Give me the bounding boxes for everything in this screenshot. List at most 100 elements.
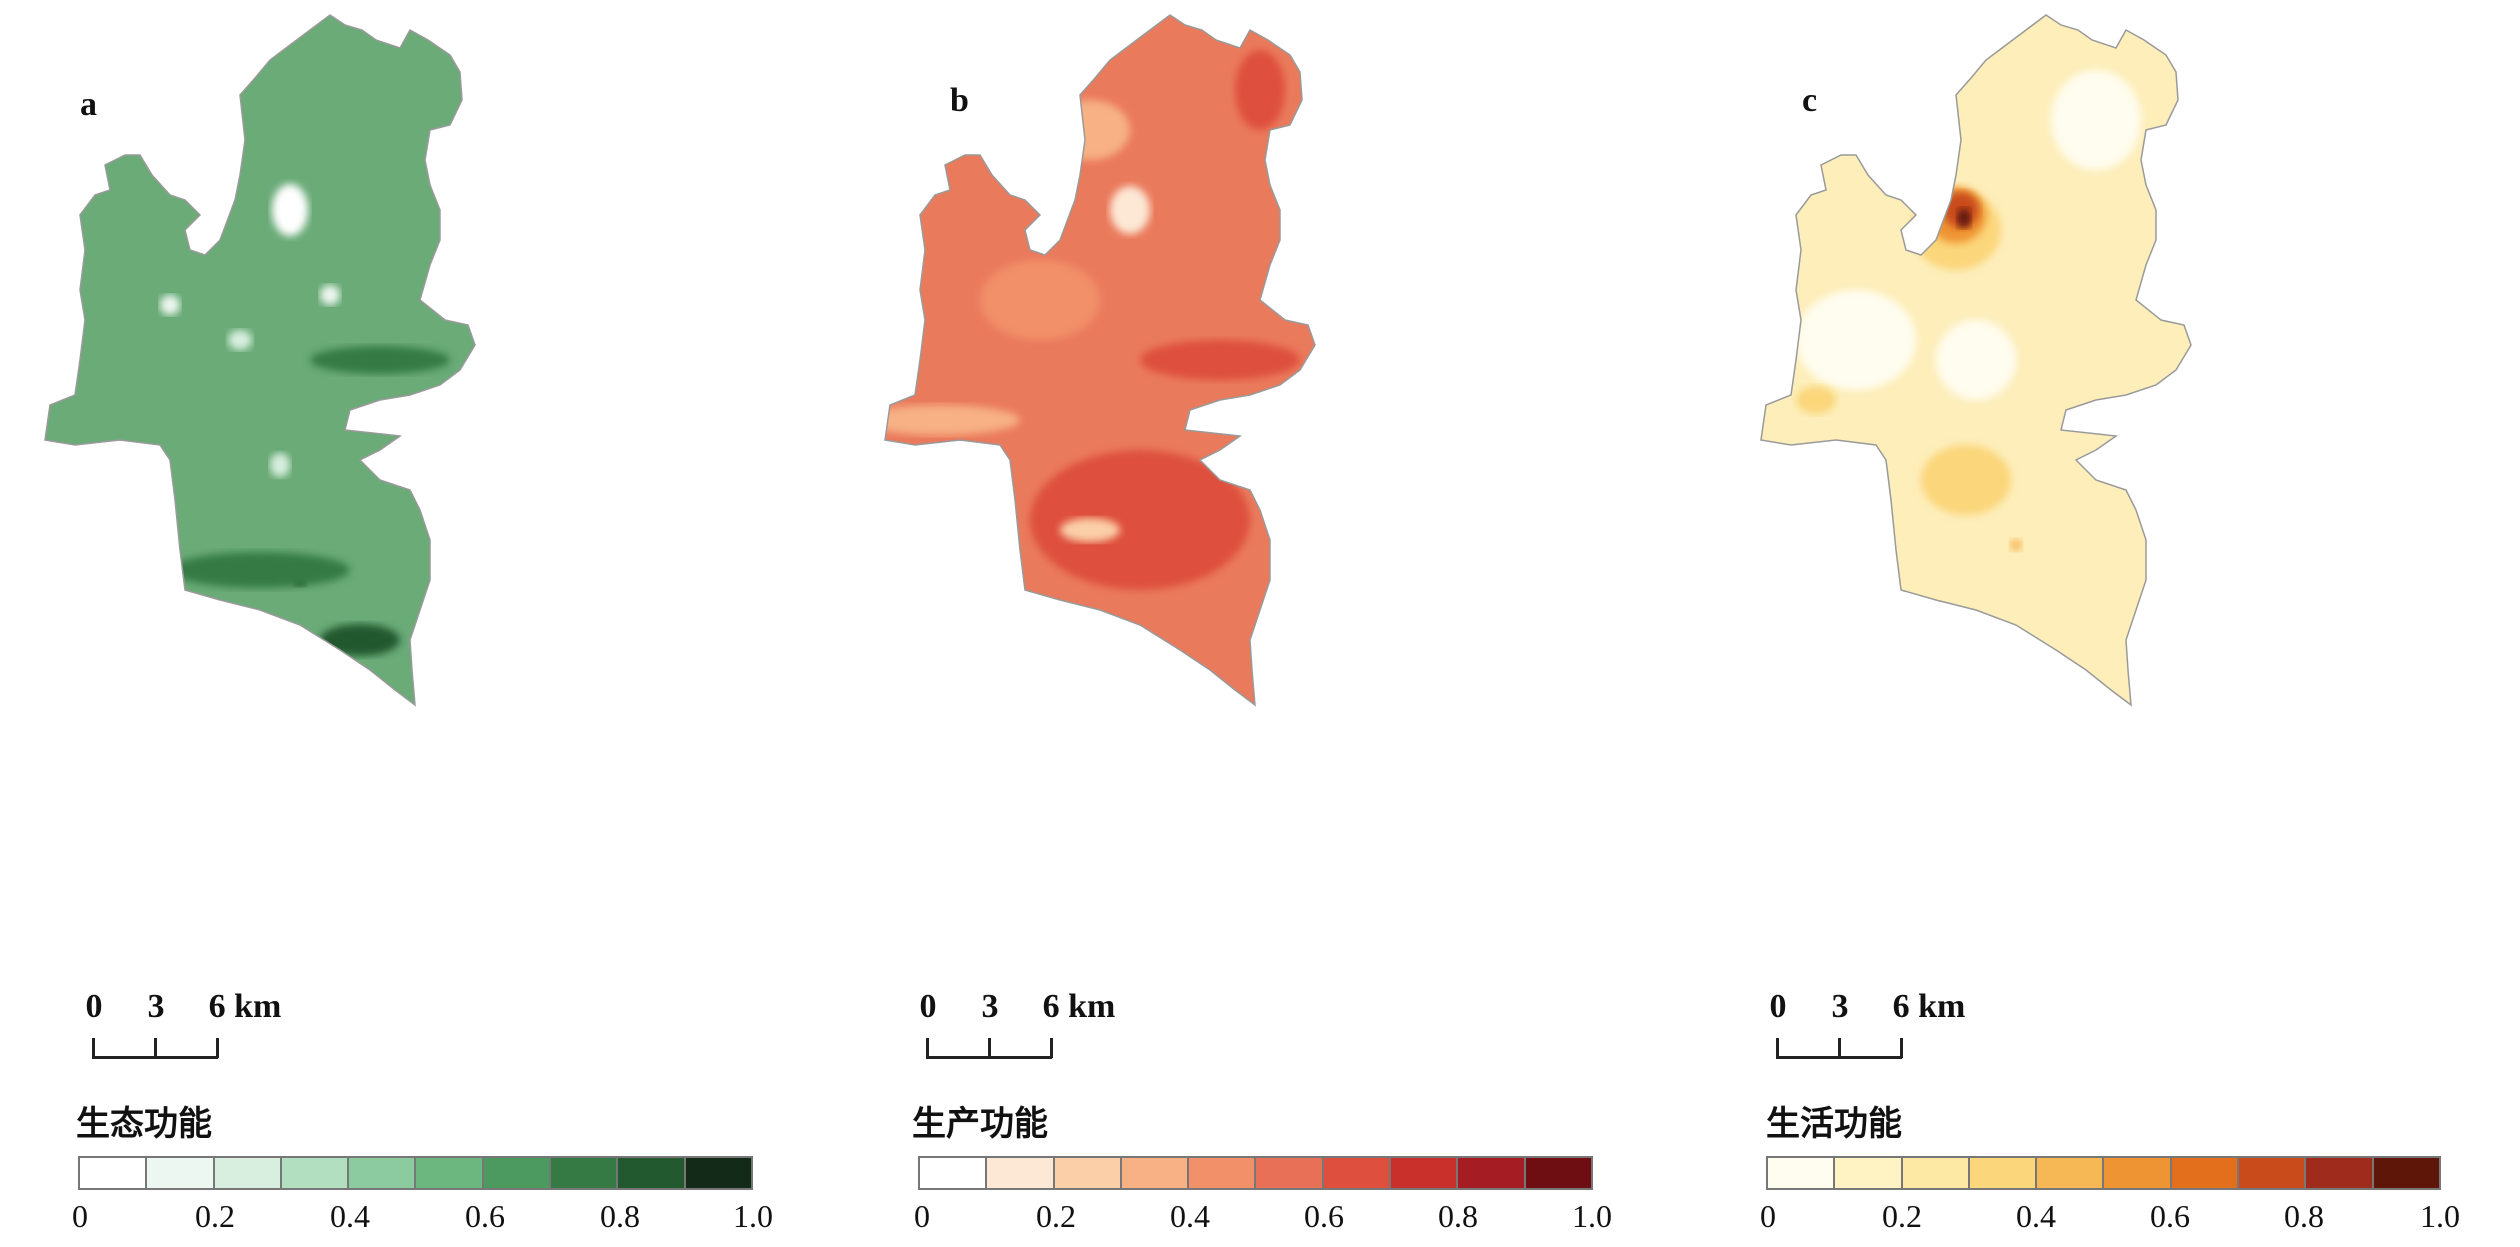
value-patch [1936, 320, 2016, 400]
map-production [884, 14, 1316, 707]
value-patch [885, 405, 1020, 435]
legend-swatch-8 [618, 1158, 686, 1188]
legend-tick: 0.6 [465, 1198, 505, 1234]
scale-line [154, 1038, 157, 1058]
legend-tick: 1.0 [733, 1198, 773, 1234]
value-patch [1796, 386, 1836, 414]
legend-tick: 0.4 [330, 1198, 370, 1234]
scale-line [92, 1038, 95, 1058]
panel-living: c 0 3 6 km 生活功能 0 0.2 0.4 0.6 0.8 1.0 [1680, 0, 2520, 1247]
legend-swatch-9 [685, 1158, 751, 1188]
scale-line [1776, 1038, 1779, 1058]
legend-tick: 0.4 [2016, 1198, 2056, 1234]
value-patch [2051, 70, 2141, 170]
scale-line [1900, 1038, 1903, 1058]
scale-tick-3: 3 [981, 988, 999, 1025]
legend-swatch-6 [1323, 1158, 1392, 1188]
value-patch [1030, 450, 1250, 590]
scale-line [1050, 1038, 1053, 1058]
value-patch [320, 624, 400, 656]
scale-tick-0: 0 [85, 988, 103, 1025]
region-fill [45, 15, 475, 705]
legend-swatch-9 [2373, 1158, 2439, 1188]
value-patch [2010, 539, 2022, 551]
legend-swatch-7 [551, 1158, 619, 1188]
legend-swatch-5 [2104, 1158, 2172, 1188]
legend-title: 生态功能 [76, 1104, 212, 1144]
panel-label: c [1802, 82, 1818, 119]
scale-tick-6: 6 km [208, 988, 282, 1025]
legend-tick: 0.4 [1170, 1198, 1210, 1234]
legend-swatch-3 [1121, 1158, 1190, 1188]
legend-tick: 1.0 [2420, 1198, 2460, 1234]
value-patch [1140, 340, 1300, 380]
legend-swatch-7 [2239, 1158, 2307, 1188]
scale-tick-0: 0 [1769, 988, 1787, 1025]
scale-line [988, 1038, 991, 1058]
scale-tick-3: 3 [147, 988, 165, 1025]
legend-title: 生产功能 [912, 1104, 1048, 1144]
legend-color-bar [1766, 1156, 2441, 1190]
value-patch [1921, 445, 2011, 515]
region-boundary [44, 14, 476, 707]
value-patch [228, 330, 252, 350]
map-ecological [44, 14, 476, 707]
legend-color-bar [918, 1156, 1593, 1190]
scale-bar: 0 3 6 km [1770, 988, 2004, 1068]
legend-title: 生活功能 [1766, 1104, 1902, 1144]
value-patch [320, 285, 340, 305]
legend-swatch-5 [1256, 1158, 1324, 1188]
legend-swatch-8 [1458, 1158, 1526, 1188]
value-patch [1235, 50, 1285, 130]
legend-swatch-3 [1969, 1158, 2038, 1188]
value-patch [270, 453, 290, 477]
legend-swatch-0 [80, 1158, 148, 1188]
map-living [1760, 14, 2192, 707]
panel-label: a [80, 86, 97, 123]
scale-tick-3: 3 [1831, 988, 1849, 1025]
legend-swatch-5 [416, 1158, 484, 1188]
value-patch [1050, 100, 1130, 160]
value-patch [310, 346, 450, 374]
panel-label: b [950, 82, 969, 119]
scale-line [1838, 1038, 1841, 1058]
value-patch [980, 260, 1100, 340]
legend-tick: 0 [72, 1198, 88, 1234]
legend-tick: 0.2 [195, 1198, 235, 1234]
value-patch [1957, 208, 1971, 228]
legend-swatch-6 [483, 1158, 552, 1188]
legend-tick: 0.6 [2150, 1198, 2190, 1234]
value-patch [170, 552, 350, 588]
legend-swatch-3 [281, 1158, 350, 1188]
value-patch [1796, 290, 1916, 390]
legend-swatch-8 [2306, 1158, 2374, 1188]
legend-swatch-7 [1391, 1158, 1459, 1188]
legend-tick: 0.2 [1882, 1198, 1922, 1234]
legend-swatch-4 [2037, 1158, 2105, 1188]
scale-tick-6: 6 km [1892, 988, 1966, 1025]
legend-swatch-1 [987, 1158, 1055, 1188]
region-boundary [1760, 14, 2192, 707]
legend-tick: 0 [914, 1198, 930, 1234]
legend-tick: 0.8 [1438, 1198, 1478, 1234]
legend-swatch-6 [2171, 1158, 2240, 1188]
scale-line [216, 1038, 219, 1058]
scale-tick-6: 6 km [1042, 988, 1116, 1025]
legend-tick: 0.2 [1036, 1198, 1076, 1234]
legend-swatch-2 [1902, 1158, 1970, 1188]
value-surface [160, 184, 450, 656]
legend-swatch-2 [214, 1158, 282, 1188]
legend-swatch-2 [1054, 1158, 1122, 1188]
panel-ecological: a 0 3 6 km 生态功能 0 0.2 0.4 0.6 0.8 1.0 [0, 0, 840, 1247]
legend-swatch-4 [349, 1158, 417, 1188]
legend-tick: 1.0 [1572, 1198, 1612, 1234]
legend-tick: 0.8 [600, 1198, 640, 1234]
value-patch [1110, 186, 1150, 234]
scale-line [926, 1038, 929, 1058]
panel-production: b 0 3 6 km 生产功能 0 0.2 0.4 0.6 0.8 1.0 [832, 0, 1672, 1247]
scale-bar: 0 3 6 km [86, 988, 320, 1068]
legend-tick: 0 [1760, 1198, 1776, 1234]
legend-swatch-0 [920, 1158, 988, 1188]
legend-tick: 0.6 [1304, 1198, 1344, 1234]
region-boundary [884, 14, 1316, 707]
